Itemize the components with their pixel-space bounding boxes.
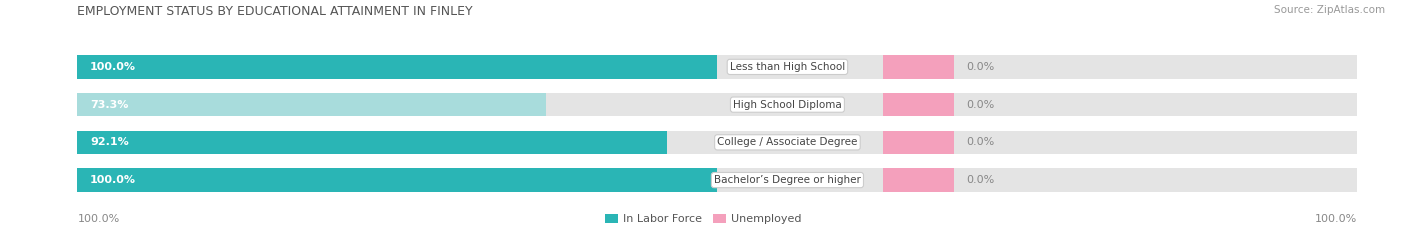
- Text: High School Diploma: High School Diploma: [733, 100, 842, 110]
- Text: Source: ZipAtlas.com: Source: ZipAtlas.com: [1274, 5, 1385, 15]
- Text: 100.0%: 100.0%: [77, 214, 120, 224]
- Bar: [883, 131, 953, 154]
- Text: 0.0%: 0.0%: [966, 137, 995, 147]
- Text: 0.0%: 0.0%: [966, 62, 995, 72]
- Text: 100.0%: 100.0%: [1315, 214, 1357, 224]
- Text: 100.0%: 100.0%: [90, 175, 136, 185]
- Bar: [77, 55, 717, 79]
- Text: College / Associate Degree: College / Associate Degree: [717, 137, 858, 147]
- Text: 100.0%: 100.0%: [90, 62, 136, 72]
- Bar: [883, 93, 953, 116]
- Legend: In Labor Force, Unemployed: In Labor Force, Unemployed: [600, 209, 806, 229]
- Bar: [77, 93, 1357, 116]
- Text: 73.3%: 73.3%: [90, 100, 128, 110]
- Text: Less than High School: Less than High School: [730, 62, 845, 72]
- Text: EMPLOYMENT STATUS BY EDUCATIONAL ATTAINMENT IN FINLEY: EMPLOYMENT STATUS BY EDUCATIONAL ATTAINM…: [77, 5, 472, 18]
- Text: Bachelor’s Degree or higher: Bachelor’s Degree or higher: [714, 175, 860, 185]
- Bar: [77, 168, 1357, 192]
- Bar: [883, 168, 953, 192]
- Text: 92.1%: 92.1%: [90, 137, 129, 147]
- Bar: [77, 131, 1357, 154]
- Bar: [77, 93, 547, 116]
- Bar: [883, 55, 953, 79]
- Bar: [77, 168, 717, 192]
- Text: 0.0%: 0.0%: [966, 175, 995, 185]
- Bar: [77, 131, 666, 154]
- Text: 0.0%: 0.0%: [966, 100, 995, 110]
- Bar: [77, 55, 1357, 79]
